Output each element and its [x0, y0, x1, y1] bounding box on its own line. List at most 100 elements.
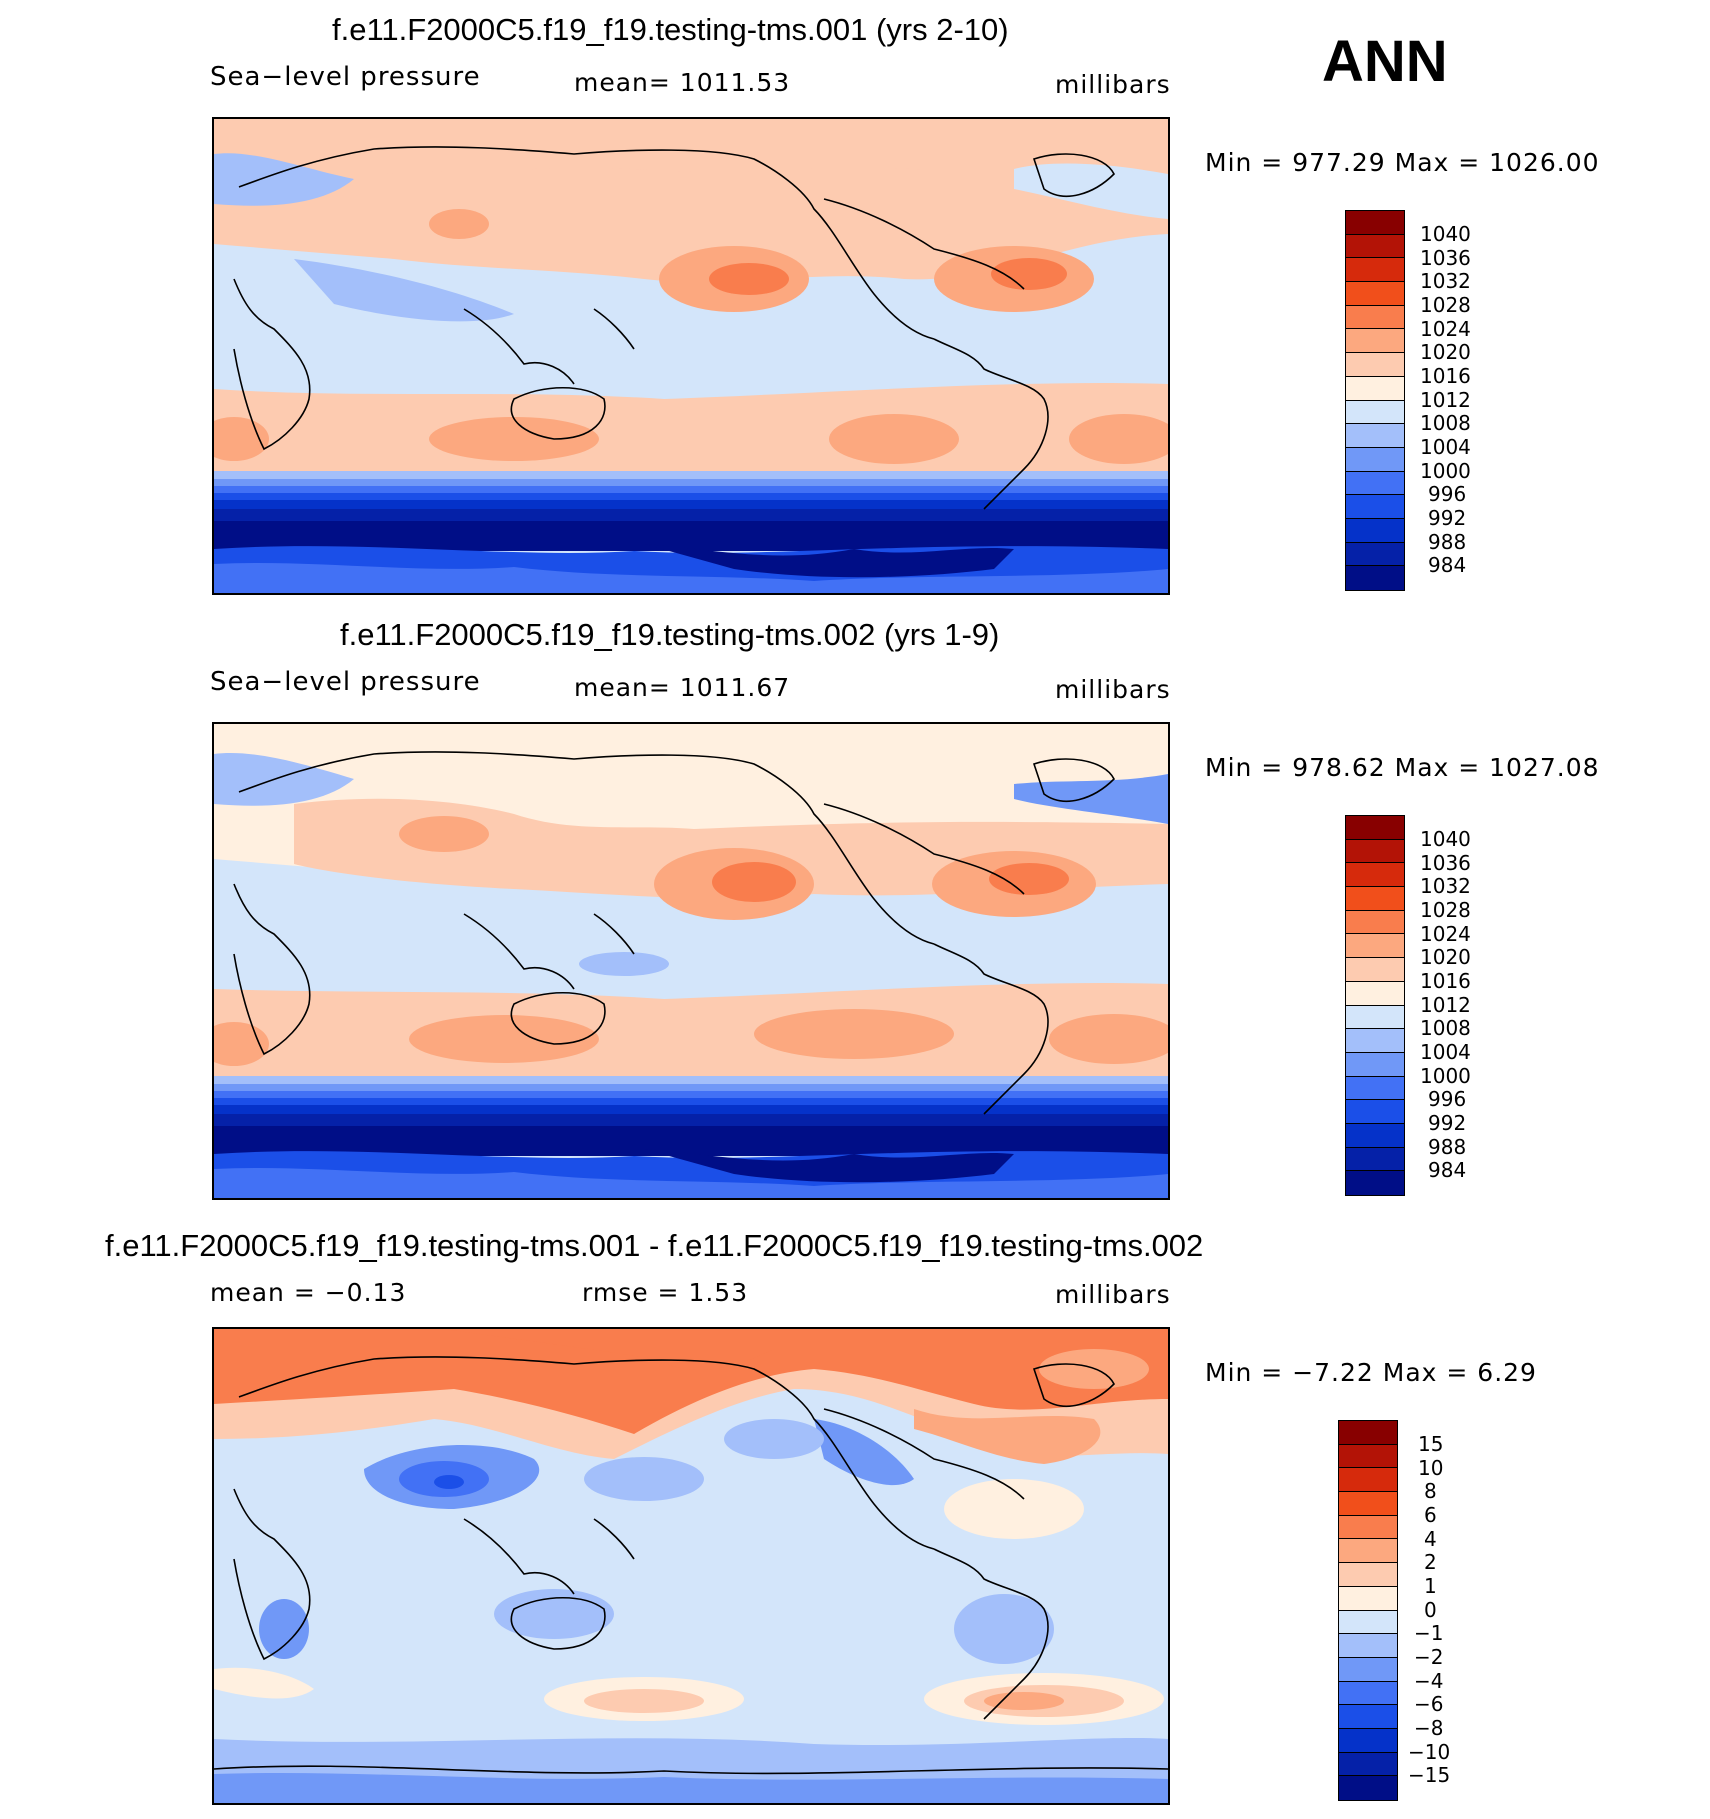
panel-2-swatch — [1346, 839, 1404, 864]
panel-1-swatch — [1346, 234, 1404, 259]
panel-3-colorbar-label: −10 — [1408, 1740, 1451, 1764]
panel-2-colorbar-label: 984 — [1428, 1158, 1467, 1182]
panel-3-swatch — [1339, 1657, 1397, 1682]
panel-1-title: f.e11.F2000C5.f19_f19.testing-tms.001 (y… — [332, 12, 1009, 47]
panel-3-colorbar-label: 1 — [1424, 1574, 1437, 1598]
panel-3-colorbar-label: 4 — [1424, 1527, 1437, 1551]
panel-2-colorbar-label: 1040 — [1420, 827, 1471, 851]
panel-2-colorbar-label: 1032 — [1420, 874, 1471, 898]
panel-1-swatch — [1346, 447, 1404, 472]
panel-1-swatch — [1346, 376, 1404, 401]
panel-3-colorbar-label: 2 — [1424, 1550, 1437, 1574]
panel-1-mean-label: mean= 1011.53 — [574, 68, 791, 97]
panel-1-swatch — [1346, 495, 1404, 519]
panel-2-title: f.e11.F2000C5.f19_f19.testing-tms.002 (y… — [340, 617, 1000, 652]
panel-1-colorbar-label: 1024 — [1420, 317, 1471, 341]
panel-3-swatch — [1339, 1539, 1397, 1564]
panel-3-swatch — [1339, 1468, 1397, 1493]
panel-2-colorbar-label: 988 — [1428, 1135, 1467, 1159]
panel-1-swatch — [1346, 518, 1404, 543]
panel-1-colorbar-label: 988 — [1428, 530, 1467, 554]
panel-2-swatch — [1346, 1100, 1404, 1124]
panel-3-swatch — [1339, 1444, 1397, 1469]
panel-1-colorbar-label: 1028 — [1420, 293, 1471, 317]
panel-3-title: f.e11.F2000C5.f19_f19.testing-tms.001 - … — [105, 1228, 1204, 1263]
panel-2-map — [212, 722, 1170, 1200]
panel-2-swatch — [1346, 887, 1404, 911]
panel-1-contour-map — [214, 119, 1168, 593]
panel-1-colorbar-label: 1020 — [1420, 340, 1471, 364]
panel-3-colorbar-label: −4 — [1414, 1669, 1444, 1693]
panel-1-swatch — [1346, 424, 1404, 448]
panel-3-units-label: millibars — [1055, 1280, 1171, 1309]
panel-3-swatch — [1339, 1421, 1397, 1445]
panel-3-swatch — [1339, 1586, 1397, 1611]
panel-1-colorbar-label: 1008 — [1420, 411, 1471, 435]
panel-2-colorbar-label: 1024 — [1420, 922, 1471, 946]
panel-2-units-label: millibars — [1055, 675, 1171, 704]
panel-2-swatch — [1346, 910, 1404, 935]
panel-3-colorbar-label: −1 — [1414, 1621, 1444, 1645]
panel-1-units-label: millibars — [1055, 70, 1171, 99]
panel-1-minmax: Min = 977.29 Max = 1026.00 — [1205, 148, 1600, 177]
panel-3-minmax: Min = −7.22 Max = 6.29 — [1205, 1358, 1537, 1387]
panel-2-contour-map — [214, 724, 1168, 1198]
panel-2-swatch — [1346, 934, 1404, 959]
panel-3-swatch — [1339, 1492, 1397, 1516]
panel-2-colorbar — [1345, 815, 1405, 1196]
panel-1-colorbar-label: 1016 — [1420, 364, 1471, 388]
panel-2-swatch — [1346, 1171, 1404, 1195]
panel-2-colorbar-label: 1036 — [1420, 851, 1471, 875]
panel-1-colorbar-label: 1036 — [1420, 246, 1471, 270]
panel-3-colorbar-label: 6 — [1424, 1503, 1437, 1527]
panel-2-colorbar-label: 992 — [1428, 1111, 1467, 1135]
panel-1-swatch — [1346, 282, 1404, 306]
panel-3-colorbar-label: −15 — [1408, 1763, 1451, 1787]
panel-1-swatch — [1346, 471, 1404, 496]
panel-1-colorbar-label: 996 — [1428, 482, 1467, 506]
panel-2-swatch — [1346, 958, 1404, 982]
panel-3-colorbar-label: −2 — [1414, 1645, 1444, 1669]
panel-1-swatch — [1346, 258, 1404, 283]
panel-3-swatch — [1339, 1776, 1397, 1800]
panel-1-colorbar-label: 1032 — [1420, 269, 1471, 293]
panel-3-contour-map — [214, 1329, 1168, 1803]
panel-2-swatch — [1346, 1029, 1404, 1053]
panel-2-minmax: Min = 978.62 Max = 1027.08 — [1205, 753, 1600, 782]
panel-1-swatch — [1346, 211, 1404, 235]
panel-1-variable-label: Sea−level pressure — [210, 62, 481, 92]
panel-2-swatch — [1346, 1005, 1404, 1030]
panel-1-colorbar-label: 1012 — [1420, 388, 1471, 412]
panel-3-swatch — [1339, 1515, 1397, 1540]
panel-3-swatch — [1339, 1563, 1397, 1587]
panel-3-swatch — [1339, 1634, 1397, 1658]
panel-2-colorbar-label: 1028 — [1420, 898, 1471, 922]
panel-1-colorbar-label: 992 — [1428, 506, 1467, 530]
panel-1-colorbar — [1345, 210, 1405, 591]
panel-2-colorbar-label: 996 — [1428, 1087, 1467, 1111]
panel-2-swatch — [1346, 981, 1404, 1006]
panel-2-variable-label: Sea−level pressure — [210, 667, 481, 697]
panel-3-colorbar-label: 0 — [1424, 1598, 1437, 1622]
panel-2-mean-label: mean= 1011.67 — [574, 673, 791, 702]
panel-3-swatch — [1339, 1705, 1397, 1729]
panel-3-swatch — [1339, 1610, 1397, 1635]
panel-1-swatch — [1346, 400, 1404, 425]
panel-3-colorbar-label: 8 — [1424, 1479, 1437, 1503]
panel-2-swatch — [1346, 1123, 1404, 1148]
panel-1-colorbar-label: 1000 — [1420, 459, 1471, 483]
panel-1-swatch — [1346, 542, 1404, 567]
panel-3-colorbar-label: −6 — [1414, 1692, 1444, 1716]
panel-2-swatch — [1346, 1147, 1404, 1172]
panel-2-colorbar-label: 1000 — [1420, 1064, 1471, 1088]
panel-2-colorbar-label: 1016 — [1420, 969, 1471, 993]
panel-1-colorbar-label: 1004 — [1420, 435, 1471, 459]
panel-2-colorbar-label: 1020 — [1420, 945, 1471, 969]
panel-2-colorbar-label: 1012 — [1420, 993, 1471, 1017]
panel-3-swatch — [1339, 1752, 1397, 1777]
panel-2-colorbar-label: 1008 — [1420, 1016, 1471, 1040]
panel-3-swatch — [1339, 1681, 1397, 1706]
panel-2-colorbar-label: 1004 — [1420, 1040, 1471, 1064]
panel-1-map — [212, 117, 1170, 595]
panel-3-colorbar-label: −8 — [1414, 1716, 1444, 1740]
